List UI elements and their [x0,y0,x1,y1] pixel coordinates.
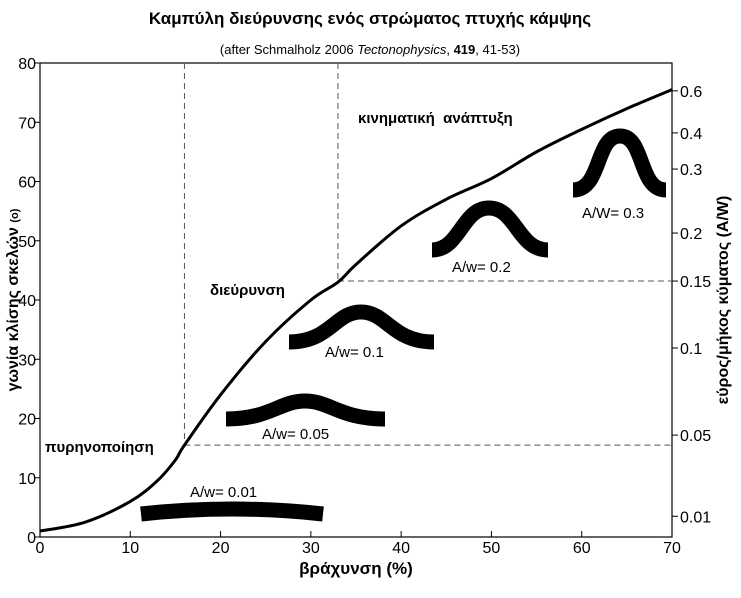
subtitle-part: 419 [454,42,476,57]
y-tick-label: 30 [18,352,36,369]
subtitle-part: (after Schmalholz 2006 [220,42,357,57]
chart-title: Καμπύλη διεύρυνσης ενός στρώματος πτυχής… [149,9,591,28]
y-tick-label: 10 [18,471,36,488]
y2-tick-label: 0.6 [680,84,702,101]
fold-label: A/w= 0.1 [325,344,384,361]
y-tick-label: 50 [18,234,36,251]
y2-tick-label: 0.3 [680,162,702,179]
y-label-part: (o) [9,208,21,222]
y-axis-label: γωνία κλίσης σκελών (o) [5,208,22,391]
y2-tick-label: 0.4 [680,126,702,143]
subtitle-part: , [446,42,453,57]
y2-tick-label: 0.2 [680,226,702,243]
y-tick-label: 40 [18,293,36,310]
y-tick-label: 0 [27,530,36,547]
data-line [39,88,673,533]
x-axis-label: βράχυνση (%) [299,559,413,578]
fold-label: A/w= 0.2 [452,259,511,276]
y2-tick-label: 0.15 [680,274,711,291]
plot-frame [39,62,673,538]
fold-label: A/W= 0.3 [582,205,644,222]
fold-label: A/w= 0.01 [190,484,257,501]
fold-icon [288,304,435,350]
annotation: διεύρυνση [210,282,285,299]
subtitle-part: Tectonophysics [357,42,447,57]
chart-subtitle: (after Schmalholz 2006 Tectonophysics, 4… [220,42,520,57]
y2-axis-label: εύρος/μήκος κύματος (A/W) [715,196,732,405]
y2-tick-label: 0.01 [680,509,711,526]
fold-icon [225,393,386,427]
x-tick-label: 0 [36,540,45,557]
x-tick-label: 40 [392,540,410,557]
fold-icon [140,501,324,522]
fold-label: A/w= 0.05 [262,426,329,443]
x-tick-label: 30 [302,540,320,557]
y2-tick-label: 0.1 [680,341,702,358]
y-tick-label: 80 [18,56,36,73]
fold-icons [140,128,668,522]
y2-tick-label: 0.05 [680,428,711,445]
x-tick-label: 20 [212,540,230,557]
y-tick-label: 60 [18,175,36,192]
y-tick-label: 70 [18,115,36,132]
x-tick-label: 50 [483,540,501,557]
y-tick-label: 20 [18,412,36,429]
x-tick-label: 60 [573,540,591,557]
subtitle-part: , 41-53) [475,42,520,57]
fold-icon [571,128,668,198]
fold-icon [430,200,549,258]
x-tick-label: 10 [121,540,139,557]
annotation: πυρηνοποίηση [45,439,154,456]
x-tick-label: 70 [663,540,681,557]
annotation: κινηματική ανάπτυξη [358,110,513,127]
y-label-part: γωνία κλίσης σκελών [5,223,22,392]
